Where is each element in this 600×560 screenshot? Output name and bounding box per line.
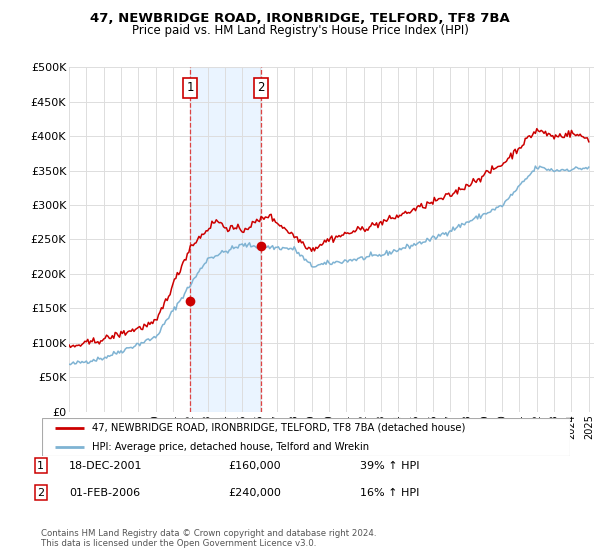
Text: 1: 1 [37,461,44,471]
Text: 18-DEC-2001: 18-DEC-2001 [69,461,143,471]
Text: £160,000: £160,000 [228,461,281,471]
Text: Contains HM Land Registry data © Crown copyright and database right 2024.: Contains HM Land Registry data © Crown c… [41,529,376,538]
Text: 16% ↑ HPI: 16% ↑ HPI [360,488,419,498]
Text: 47, NEWBRIDGE ROAD, IRONBRIDGE, TELFORD, TF8 7BA (detached house): 47, NEWBRIDGE ROAD, IRONBRIDGE, TELFORD,… [92,423,466,433]
Text: 1: 1 [187,81,194,95]
Text: This data is licensed under the Open Government Licence v3.0.: This data is licensed under the Open Gov… [41,539,316,548]
Text: HPI: Average price, detached house, Telford and Wrekin: HPI: Average price, detached house, Telf… [92,442,369,452]
Text: Price paid vs. HM Land Registry's House Price Index (HPI): Price paid vs. HM Land Registry's House … [131,24,469,36]
Text: 39% ↑ HPI: 39% ↑ HPI [360,461,419,471]
Text: 47, NEWBRIDGE ROAD, IRONBRIDGE, TELFORD, TF8 7BA: 47, NEWBRIDGE ROAD, IRONBRIDGE, TELFORD,… [90,12,510,25]
Text: £240,000: £240,000 [228,488,281,498]
Text: 2: 2 [257,81,265,95]
Text: 01-FEB-2006: 01-FEB-2006 [69,488,140,498]
Bar [190,67,261,412]
Text: 2: 2 [37,488,44,498]
